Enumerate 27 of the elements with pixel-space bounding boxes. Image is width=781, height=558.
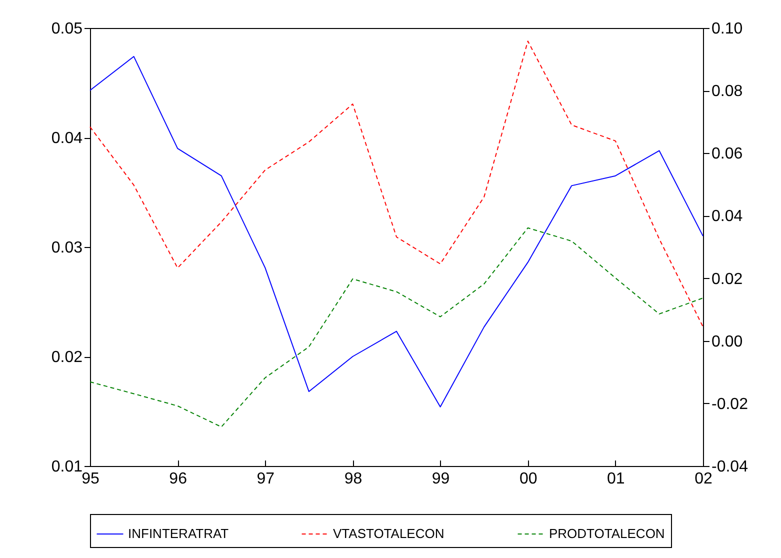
y2-tick-label: 0.02	[712, 270, 743, 288]
legend-label: VTASTOTALECON	[333, 526, 444, 541]
y-tick-label: 0.05	[51, 20, 83, 38]
y-tick-label: 0.02	[51, 349, 83, 366]
y2-tick-label: 0.04	[712, 208, 743, 226]
y-tick-label: 0.04	[51, 130, 83, 147]
y2-tick-label: -0.02	[712, 396, 748, 413]
y-tick-label: 0.01	[51, 458, 83, 476]
line-series	[90, 227, 704, 428]
y-tick-label: 0.03	[51, 240, 83, 256]
legend-label: INFINTERATRAT	[128, 526, 229, 541]
y2-tick-label: 0.00	[712, 333, 743, 350]
x-tick-label: 98	[344, 470, 362, 488]
x-tick-label: 95	[82, 470, 100, 488]
x-tick-label: 00	[519, 470, 538, 488]
y2-tick-label: 0.06	[712, 146, 743, 163]
y2-tick-label: 0.08	[712, 83, 743, 100]
legend-label: PRODTOTALECON	[549, 526, 665, 541]
y2-tick-label: 0.10	[712, 20, 743, 38]
x-tick-label: 02	[694, 470, 712, 488]
line-series	[90, 56, 704, 408]
x-tick-label: 97	[256, 470, 275, 488]
x-tick-label: 96	[169, 470, 188, 488]
y2-tick-label: -0.04	[712, 458, 748, 476]
x-tick-label: 99	[432, 470, 450, 488]
line-series	[90, 40, 704, 328]
x-tick-label: 01	[607, 470, 625, 488]
